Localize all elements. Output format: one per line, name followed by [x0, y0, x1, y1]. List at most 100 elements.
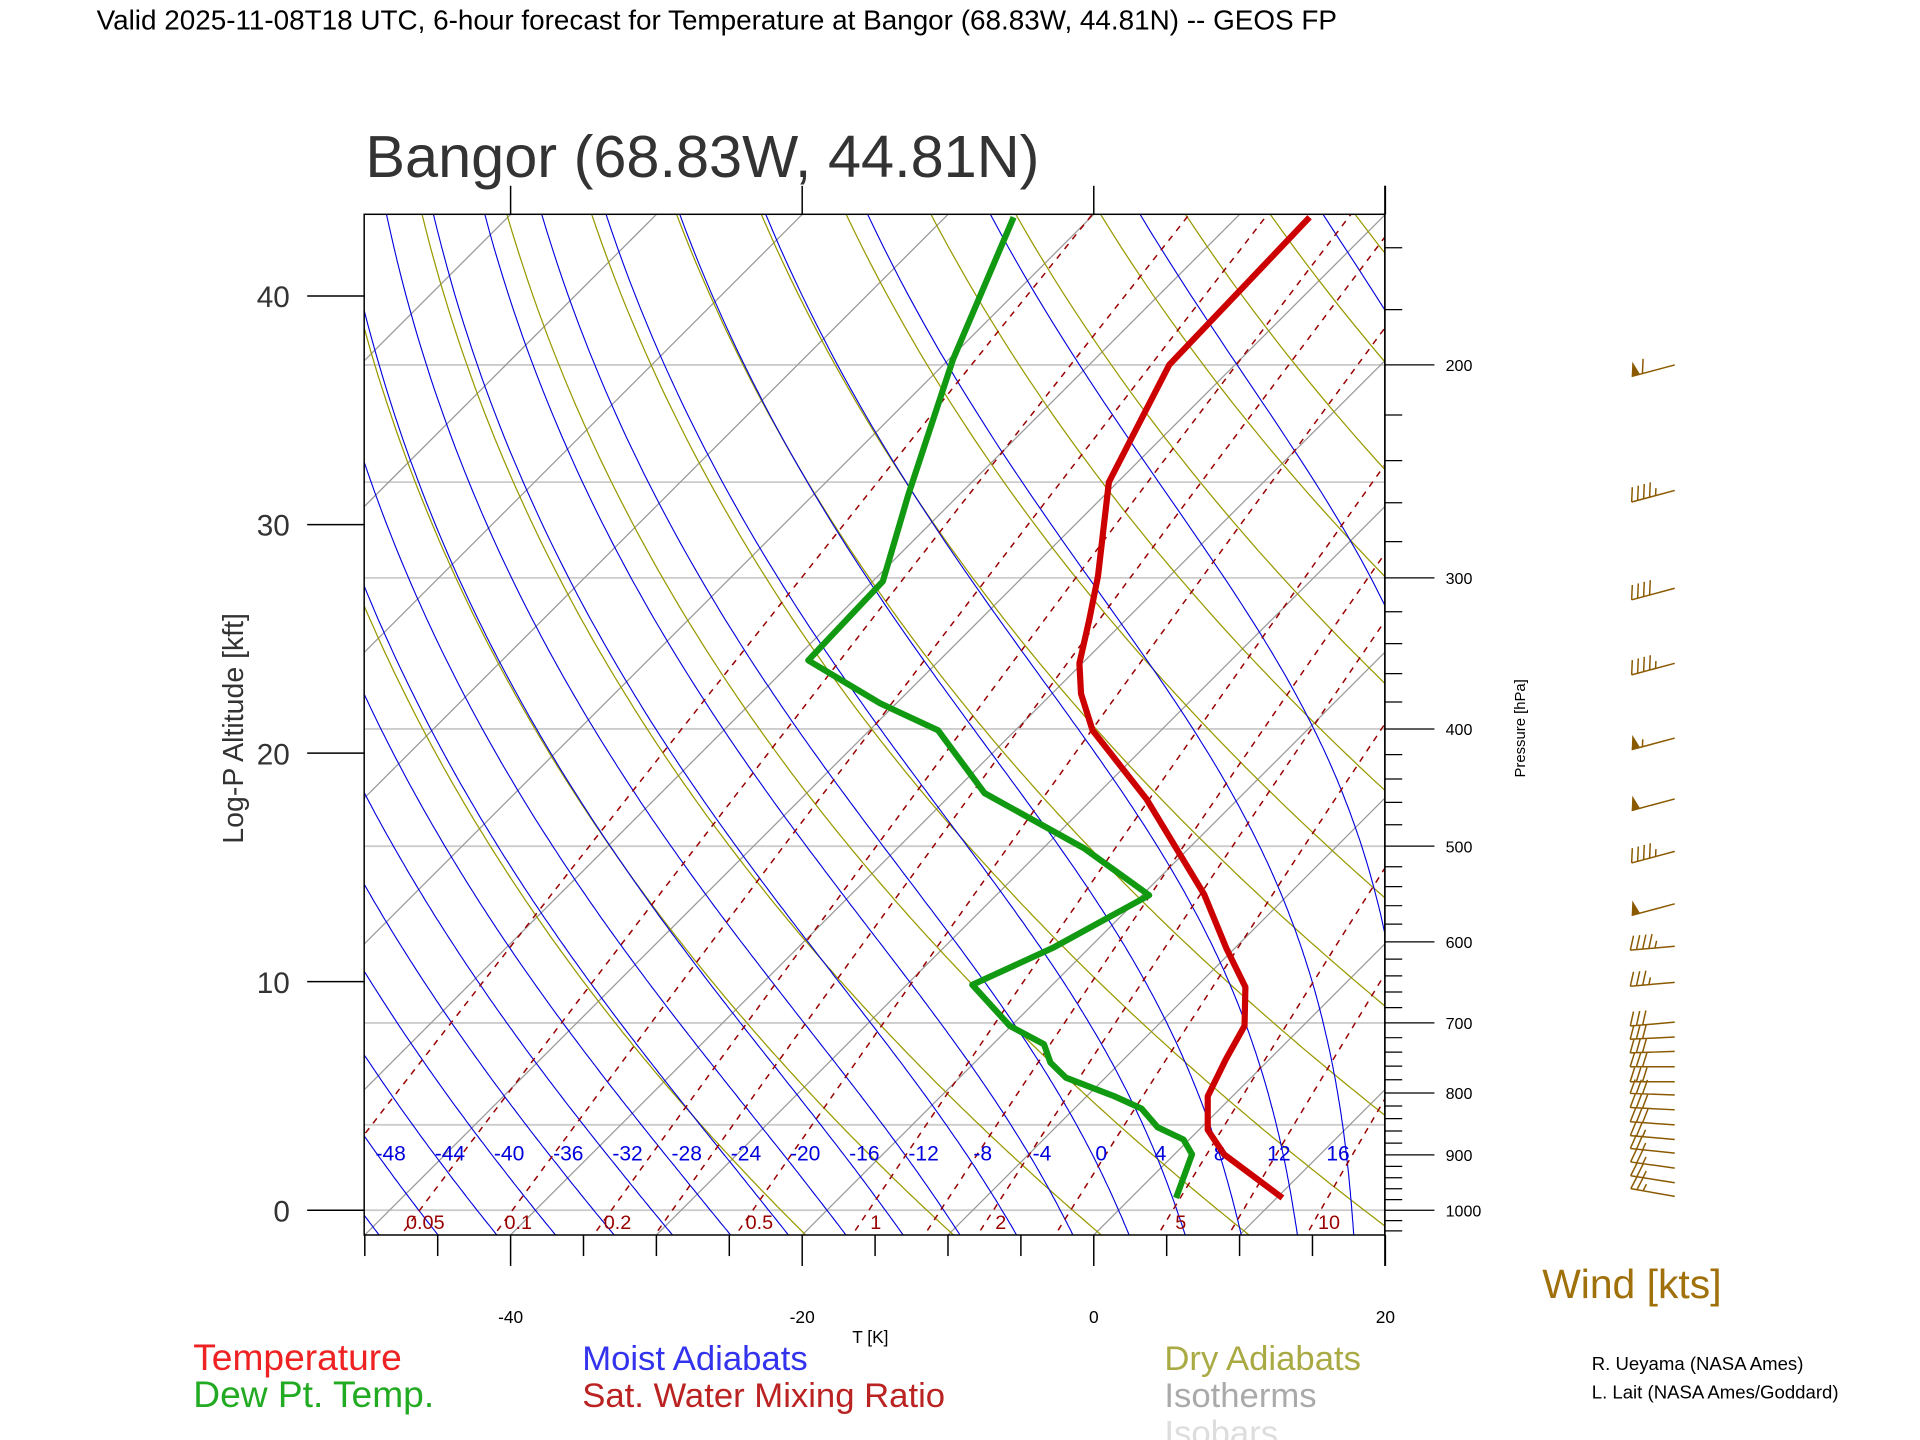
wind-barb-full: [1629, 1038, 1635, 1054]
wind-barb-full: [1642, 844, 1646, 860]
wind-barb: [1629, 970, 1675, 987]
mixing-ratio-label: 2: [995, 1212, 1006, 1234]
mixing-ratio-line: [592, 214, 1352, 1235]
mixing-ratio-line: [400, 214, 1191, 1235]
wind-barb-full: [1641, 1108, 1649, 1123]
wind-barb: [1629, 1093, 1675, 1111]
y-axis-left-label: Log-P Altitude [kft]: [218, 613, 250, 844]
wind-barb-full: [1630, 1162, 1638, 1177]
wind-legend-label: Wind [kts]: [1542, 1261, 1721, 1307]
moist-adiabat-label: -4: [1033, 1143, 1052, 1166]
wind-barb: [1629, 1148, 1675, 1169]
moist-adiabat-label: -48: [375, 1143, 405, 1166]
wind-barb-full: [1635, 1010, 1641, 1026]
wind-barb-full: [1642, 656, 1646, 672]
dry-adiabat-line: [1910, 178, 1920, 1241]
dry-adiabat-line: [506, 214, 1251, 1235]
wind-barb-full: [1635, 1067, 1642, 1082]
wind-barb-full: [1629, 1093, 1637, 1108]
altitude-tick-label: 10: [257, 967, 290, 1000]
pressure-tick-label: 1000: [1446, 1202, 1482, 1220]
wind-barb-full: [1629, 1011, 1635, 1027]
wind-barb-staff: [1630, 1175, 1675, 1184]
dry-adiabat-line: [1269, 214, 1385, 363]
wind-barb-full: [1635, 1122, 1643, 1137]
x-tick-label: -40: [498, 1307, 523, 1327]
wind-barb-pennant: [1631, 734, 1641, 750]
legend-mixing-ratio: Sat. Water Mixing Ratio: [582, 1377, 945, 1415]
moist-adiabat-label: -20: [790, 1143, 820, 1166]
isotherm-line: [364, 214, 804, 654]
wind-barbs: [1629, 358, 1675, 1198]
wind-barb-full: [1629, 971, 1635, 987]
moist-adiabat-line: [866, 214, 1355, 1235]
wind-barb-full: [1641, 1010, 1647, 1026]
wind-barb: [1631, 734, 1675, 751]
mixing-ratio-label: 10: [1318, 1212, 1340, 1234]
mixing-ratio-label: 0.5: [746, 1212, 774, 1234]
wind-barb-staff: [1630, 1106, 1675, 1111]
moist-adiabat-line: [385, 214, 961, 1235]
wind-barb-full: [1635, 1093, 1643, 1109]
moist-adiabat-line: [679, 214, 1242, 1235]
altitude-tick-label: 0: [273, 1195, 290, 1228]
dry-adiabat-line: [1660, 178, 1920, 1241]
wind-barb-full: [1636, 1149, 1644, 1164]
wind-barb-full: [1648, 482, 1652, 498]
wind-barb-full: [1641, 1024, 1648, 1039]
dry-adiabat-line: [1827, 178, 1920, 1241]
wind-barb-full: [1629, 1134, 1637, 1149]
wind-barb-staff: [1630, 981, 1675, 987]
wind-barb-half: [1642, 1183, 1648, 1192]
wind-barb: [1629, 1010, 1675, 1027]
wind-barb-staff: [1630, 1134, 1675, 1141]
mixing-ratio-line: [923, 552, 1385, 1235]
dry-adiabat-line: [1354, 214, 1385, 254]
wind-barb: [1629, 933, 1675, 951]
moist-adiabat-line: [1139, 214, 1385, 607]
dry-adiabat-line: [1099, 214, 1385, 578]
wind-barb-staff: [1631, 489, 1675, 503]
moist-adiabat-line: [364, 308, 904, 1235]
wind-barb-full: [1635, 1079, 1643, 1094]
isotherm-line: [1092, 943, 1385, 1235]
moist-adiabat-label: -32: [612, 1143, 642, 1166]
wind-barb-full: [1629, 1107, 1637, 1123]
legend-moist-adiabats: Moist Adiabats: [582, 1340, 808, 1378]
wind-barb-staff: [1631, 587, 1675, 601]
wind-barb: [1629, 1067, 1675, 1083]
wind-barb-staff: [1630, 1187, 1675, 1198]
credit-line-1: R. Ueyama (NASA Ames): [1592, 1353, 1804, 1374]
wind-barb-full: [1629, 1121, 1637, 1136]
isotherm-line: [364, 214, 366, 216]
wind-barb-full: [1635, 971, 1641, 986]
isotherm-line: [801, 651, 1385, 1235]
temperature-trace: [1076, 215, 1312, 1201]
moist-adiabat-label: -24: [731, 1143, 762, 1166]
moist-adiabat-label: -16: [849, 1143, 879, 1166]
pressure-tick-label: 700: [1446, 1015, 1473, 1033]
mixing-ratio-label: 1: [870, 1212, 881, 1234]
mixing-ratio-line: [1305, 1097, 1385, 1235]
wind-barb-full: [1629, 1024, 1635, 1040]
moist-adiabat-line: [605, 214, 1186, 1235]
wind-barb-full: [1635, 935, 1641, 950]
wind-barb-staff: [1630, 1161, 1675, 1169]
moist-adiabat-label: 8: [1214, 1143, 1226, 1166]
dry-adiabat-line: [1577, 178, 1920, 1241]
wind-barb-full: [1648, 655, 1652, 671]
moist-adiabat-label: -40: [494, 1143, 524, 1166]
mixing-ratio-label: 0.2: [604, 1212, 632, 1234]
altitude-tick-label: 30: [257, 510, 290, 543]
legend-dewpoint: Dew Pt. Temp.: [193, 1373, 434, 1415]
wind-barb-half: [1642, 1142, 1647, 1151]
moist-adiabat-label: -44: [435, 1143, 466, 1166]
legend-isobars: Isobars: [1164, 1414, 1278, 1440]
wind-barb-pennant: [1631, 361, 1641, 377]
moist-adiabat-line: [432, 214, 1018, 1235]
x-tick-label: 20: [1376, 1307, 1395, 1327]
wind-barb: [1629, 1038, 1675, 1054]
dry-adiabat-line: [760, 214, 1385, 1007]
wind-barb-half: [1641, 1129, 1647, 1137]
sounding-traces: [805, 215, 1312, 1201]
